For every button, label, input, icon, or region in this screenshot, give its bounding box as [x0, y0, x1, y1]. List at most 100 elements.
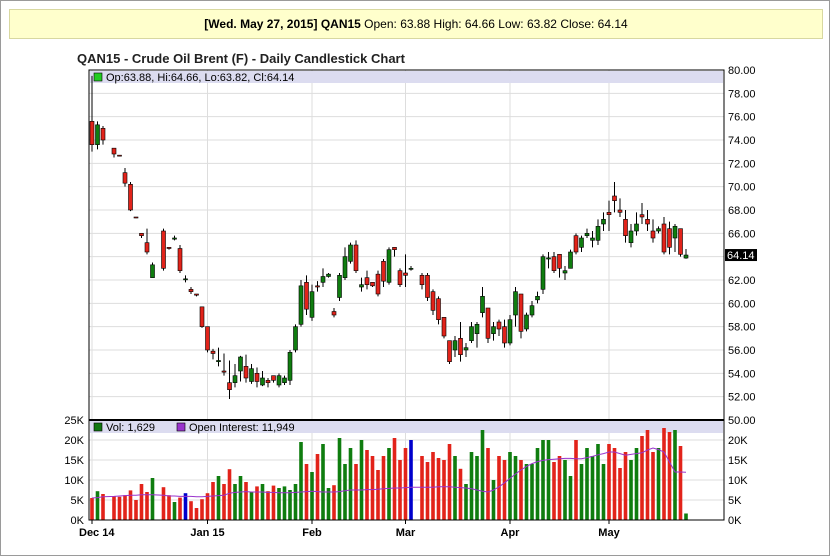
- volume-bar: [491, 480, 496, 520]
- candle-body: [177, 248, 183, 271]
- candle-body: [386, 249, 392, 283]
- volume-bar: [365, 450, 369, 520]
- price-panel: [88, 69, 725, 421]
- volume-legend-band: [90, 421, 723, 433]
- chart-title: QAN15 - Crude Oil Brent (F) - Daily Cand…: [77, 51, 405, 66]
- volume-bar: [519, 460, 523, 520]
- volume-bar: [112, 496, 116, 520]
- volume-bar: [227, 469, 232, 520]
- candle-body: [205, 326, 210, 351]
- volume-bar: [145, 492, 149, 520]
- volume-bar: [244, 482, 248, 520]
- volume-bar: [480, 430, 485, 520]
- volume-bar: [238, 476, 243, 520]
- quote-symbol: QAN15: [320, 17, 361, 31]
- volume-bar: [310, 472, 314, 520]
- volume-bar: [601, 464, 606, 520]
- volume-bar: [370, 456, 375, 520]
- volume-bar: [354, 464, 358, 520]
- x-axis-label: May: [598, 527, 620, 539]
- price-tick-label: 72.00: [728, 158, 756, 170]
- candle-body: [353, 244, 359, 271]
- volume-bar: [590, 456, 595, 520]
- candle-body: [210, 350, 216, 354]
- volume-tick-label-left: 15K: [64, 455, 84, 467]
- volume-bar: [200, 499, 204, 520]
- volume-bar: [134, 500, 138, 520]
- volume-bar: [178, 497, 182, 520]
- candle-body: [265, 380, 271, 383]
- candle-body: [656, 228, 661, 232]
- volume-bar: [403, 448, 408, 520]
- candle-body: [249, 368, 254, 382]
- volume-bar: [409, 440, 413, 520]
- price-tick-label: 60.00: [728, 298, 756, 310]
- candle-body: [315, 285, 320, 288]
- volume-bar: [513, 456, 518, 520]
- candle-body: [584, 233, 590, 236]
- x-axis-label: Jan 15: [190, 527, 224, 539]
- candle-body: [337, 275, 342, 298]
- volume-bar: [579, 464, 584, 520]
- price-tick-label: 68.00: [728, 205, 756, 217]
- interest-legend-swatch: [176, 422, 186, 432]
- candle-body: [392, 247, 397, 250]
- candle-body: [227, 382, 232, 390]
- chart-border: [88, 69, 725, 521]
- candle-body: [518, 293, 524, 332]
- candle-body: [100, 128, 106, 141]
- volume-tick-label-right: 20K: [728, 435, 748, 447]
- price-tick-label: 52.00: [728, 392, 756, 404]
- volume-bar: [596, 444, 600, 520]
- price-legend-swatch: [93, 72, 103, 82]
- price-legend-band: [90, 71, 723, 83]
- volume-bar: [266, 491, 270, 520]
- volume-bar: [667, 432, 672, 520]
- volume-bar: [150, 478, 155, 520]
- volume-bar: [530, 464, 534, 520]
- candle-body: [447, 340, 452, 362]
- candle-body: [639, 214, 645, 218]
- price-tick-label: 70.00: [728, 182, 756, 194]
- candle-body: [513, 291, 518, 316]
- candle-body: [408, 268, 414, 270]
- volume-legend-swatch: [93, 422, 103, 432]
- candle-body: [166, 247, 172, 249]
- candle-body: [683, 254, 689, 259]
- volume-bar: [629, 460, 633, 520]
- candle-body: [304, 282, 309, 310]
- candle-body: [232, 375, 238, 383]
- candle-body: [188, 289, 194, 292]
- volume-bar: [557, 456, 562, 520]
- volume-bar: [277, 488, 281, 520]
- candle-body: [89, 121, 95, 145]
- candle-body: [474, 324, 480, 334]
- volume-bar: [612, 448, 617, 520]
- candle-body: [254, 373, 260, 382]
- volume-bar: [161, 487, 166, 520]
- candle-body: [183, 278, 188, 281]
- last-price-label: 64.14: [727, 250, 755, 262]
- volume-bar: [618, 468, 622, 520]
- candle-body: [650, 230, 656, 239]
- candle-body: [491, 326, 496, 334]
- price-tick-label: 54.00: [728, 368, 756, 380]
- volume-bar: [607, 444, 611, 520]
- volume-bar: [464, 484, 468, 520]
- volume-bar: [90, 498, 94, 520]
- candle-body: [403, 272, 408, 276]
- candle-body: [221, 370, 227, 373]
- x-axis-label: Apr: [501, 527, 521, 539]
- candle-body: [199, 306, 205, 327]
- candle-body: [667, 228, 672, 248]
- volume-bar: [282, 486, 287, 520]
- volume-bar: [392, 438, 397, 520]
- candle-body: [645, 219, 650, 225]
- volume-bar: [255, 486, 259, 520]
- candle-body: [271, 375, 276, 381]
- candle-body: [122, 172, 128, 184]
- candle-body: [359, 284, 364, 288]
- volume-bar: [458, 468, 463, 520]
- candle-body: [430, 291, 436, 311]
